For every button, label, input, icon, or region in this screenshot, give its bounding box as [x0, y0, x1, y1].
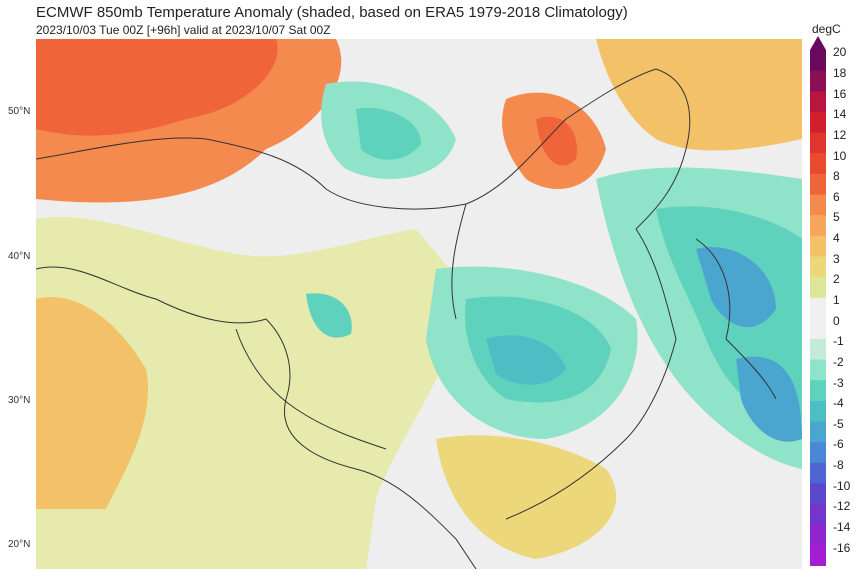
- colorbar-swatch: [810, 70, 826, 92]
- colorbar-tick-label: 5: [833, 210, 840, 225]
- lat-label-30: 30°N: [8, 395, 31, 406]
- anomaly-zone-warm-southeast: [436, 435, 617, 559]
- anomaly-zone-cool-sea-japan: [696, 247, 776, 328]
- anomaly-zone-cool-mongolia-core: [356, 108, 421, 160]
- colorbar-swatch: [810, 462, 826, 484]
- colorbar-tick-label: 14: [833, 107, 847, 122]
- colorbar-tick-label: 0: [833, 313, 840, 328]
- colorbar-tick-label: -12: [833, 499, 851, 514]
- colorbar-swatch: [810, 442, 826, 464]
- colorbar-swatch: [810, 111, 826, 134]
- colorbar-swatch: [810, 153, 826, 175]
- colorbar-tick-label: 16: [833, 86, 847, 101]
- anomaly-zone-warm-mongolia-core: [536, 116, 577, 166]
- colorbar-swatch: [810, 318, 826, 340]
- anomaly-zone-neutral-warm: [36, 217, 466, 569]
- colorbar-tick-label: 18: [833, 65, 847, 80]
- colorbar-swatch: [810, 194, 826, 216]
- colorbar-tick-label: 6: [833, 189, 840, 204]
- temperature-anomaly-map: [36, 39, 802, 569]
- colorbar-swatch: [810, 483, 826, 505]
- colorbar-tick-label: -8: [833, 458, 844, 473]
- lat-label-20: 20°N: [8, 539, 31, 550]
- colorbar-swatch: [810, 277, 826, 299]
- colorbar-tick-label: 1: [833, 293, 840, 307]
- colorbar-swatches: [810, 36, 826, 567]
- colorbar-swatch: [810, 504, 826, 526]
- colorbar-swatch: [810, 173, 826, 195]
- lat-label-50: 50°N: [8, 106, 31, 117]
- colorbar-unit: degC: [812, 22, 841, 36]
- colorbar-tick-label: -16: [833, 540, 851, 555]
- colorbar-tick-label: 2: [833, 272, 840, 287]
- colorbar-tick-label: 8: [833, 169, 840, 184]
- colorbar-swatch: [810, 132, 826, 154]
- colorbar-swatch: [810, 421, 826, 443]
- colorbar-tick-label: -2: [833, 354, 844, 369]
- colorbar-swatch: [810, 524, 826, 546]
- colorbar-swatch: [810, 235, 826, 257]
- colorbar-tick-label: -3: [833, 375, 844, 390]
- country-borders: [36, 68, 777, 569]
- colorbar-swatch: [810, 545, 826, 567]
- colorbar-swatch: [810, 297, 826, 319]
- map-title: ECMWF 850mb Temperature Anomaly (shaded,…: [36, 4, 628, 21]
- colorbar-swatch: [810, 50, 826, 72]
- map-subtitle: 2023/10/03 Tue 00Z [+96h] valid at 2023/…: [36, 23, 331, 37]
- colorbar-swatch: [810, 359, 826, 381]
- colorbar-tick-label: -1: [833, 334, 844, 349]
- colorbar-tick-label: 20: [833, 45, 847, 60]
- map-canvas: [36, 39, 802, 569]
- anomaly-zone-cool-central-strong: [486, 335, 566, 385]
- colorbar-tick-label: 3: [833, 251, 840, 266]
- colorbar-tick-label: -6: [833, 437, 844, 452]
- anomaly-zone-warm-northeast: [596, 39, 802, 151]
- anomaly-zone-warm-south: [36, 297, 148, 509]
- colorbar-tick-label: 12: [833, 127, 847, 142]
- colorbar-tick-label: 4: [833, 231, 840, 246]
- anomaly-zone-cool-east-sea: [736, 356, 802, 442]
- colorbar-tick-label: -4: [833, 396, 844, 411]
- colorbar-tick-label: -14: [833, 520, 851, 535]
- colorbar-swatch: [810, 400, 826, 423]
- colorbar-swatch: [810, 380, 826, 402]
- colorbar-swatch: [810, 215, 826, 237]
- colorbar-swatch: [810, 256, 826, 278]
- colorbar-tick-label: -10: [833, 478, 851, 493]
- colorbar-swatch: [810, 338, 826, 361]
- lat-label-40: 40°N: [8, 251, 31, 262]
- colorbar-tick-label: -5: [833, 416, 844, 431]
- anomaly-zone-warm-core: [36, 39, 278, 136]
- anomaly-zone-cool-tibet: [306, 293, 352, 338]
- colorbar-tick-label: 10: [833, 148, 847, 163]
- colorbar: [810, 36, 826, 567]
- colorbar-arrow-top: [810, 36, 826, 50]
- colorbar-swatch: [810, 91, 826, 113]
